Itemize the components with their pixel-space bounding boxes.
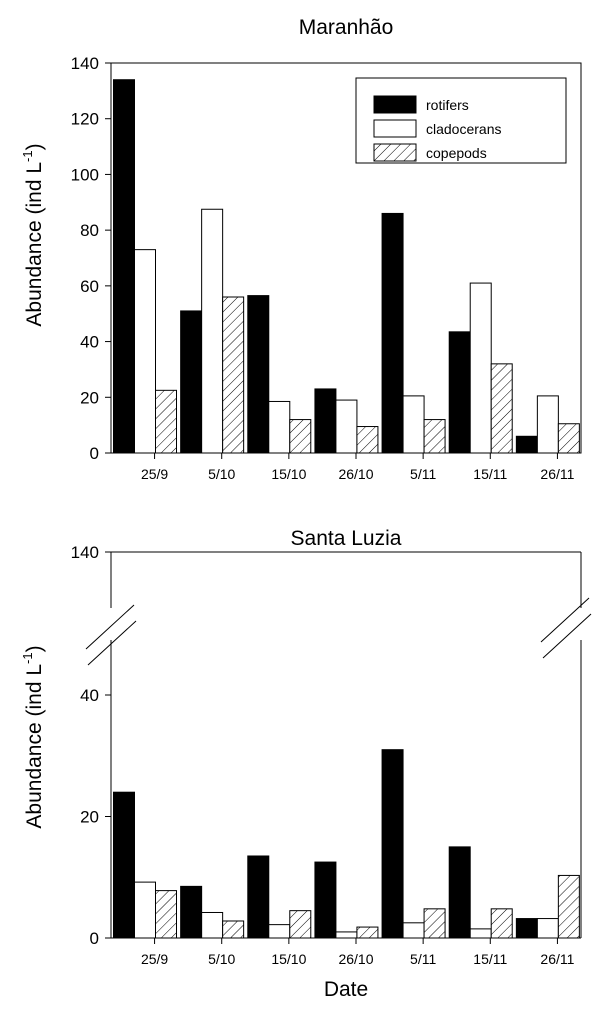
y-axis-label-text: Abundance (ind L — [23, 664, 46, 829]
y-tick-label: 40 — [80, 686, 99, 705]
legend-label-cladocerans: cladocerans — [426, 121, 502, 137]
bar-rotifers — [113, 791, 135, 939]
bar-copepods — [356, 926, 379, 939]
chart-maranhao: Maranhão Abundance (ind L-1) 0 20 40 60 80 10… — [20, 16, 582, 482]
bar-cladocerans — [335, 399, 358, 454]
y-tick-label: 0 — [90, 444, 99, 463]
x-tick-label: 5/10 — [208, 951, 235, 967]
chart-santa-luzia: Santa Luzia Abundance (ind L-1) 0 20 40 140… — [20, 527, 592, 1001]
bar-rotifers — [314, 861, 337, 939]
bar-copepods — [155, 389, 177, 454]
bar-copepods — [557, 423, 580, 454]
bar-cladocerans — [268, 924, 291, 939]
x-tick-label: 25/9 — [141, 951, 168, 967]
legend-label-copepods: copepods — [426, 145, 487, 161]
bar-cladocerans — [134, 881, 156, 939]
chart-title: Santa Luzia — [291, 527, 402, 550]
bar-copepods — [423, 419, 446, 454]
x-tick-label: 25/9 — [141, 466, 168, 482]
bar-copepods — [289, 419, 312, 454]
plot-frame — [110, 551, 582, 939]
bar-cladocerans — [268, 400, 291, 454]
bar-rotifers — [113, 79, 135, 454]
y-axis-label-superscript: -1 — [20, 652, 35, 664]
bar-rotifers — [247, 855, 270, 939]
bar-copepods — [356, 426, 379, 454]
bar-rotifers — [515, 435, 538, 454]
legend: rotifers cladocerans copepods — [355, 77, 567, 164]
bar-rotifers — [314, 388, 337, 454]
bar-cladocerans — [402, 922, 425, 939]
bar-copepods — [155, 890, 177, 939]
bar-rotifers — [381, 749, 404, 939]
bar-rotifers — [448, 331, 471, 454]
bar-cladocerans — [134, 249, 156, 454]
bar-rotifers — [448, 846, 471, 939]
bar-copepods — [222, 920, 245, 939]
bar-rotifers — [180, 885, 203, 939]
bar-copepods — [557, 874, 580, 939]
x-tick-label: 5/11 — [410, 466, 436, 482]
bar-rotifers — [381, 212, 404, 454]
y-axis-label-suffix: ) — [23, 645, 46, 652]
bar-cladocerans — [201, 208, 224, 454]
axis-break-left — [85, 604, 137, 666]
x-axis-label: Date — [324, 978, 368, 1001]
y-tick-label: 40 — [80, 333, 99, 352]
axis-break-right — [540, 597, 592, 659]
x-tick-label: 26/10 — [338, 951, 373, 967]
y-tick-label: 20 — [80, 388, 99, 407]
bar-cladocerans — [402, 395, 425, 454]
x-tick-label: 15/11 — [473, 951, 507, 967]
y-tick-label: 80 — [80, 221, 99, 240]
bar-cladocerans — [536, 918, 559, 939]
y-axis-label: Abundance (ind L-1) — [20, 645, 46, 828]
y-axis-label-suffix: ) — [23, 143, 46, 150]
y-tick-label: 140 — [71, 543, 99, 562]
y-axis-label: Abundance (ind L-1) — [20, 143, 46, 326]
svg-text:Abundance (ind L-1): Abundance (ind L-1) — [20, 143, 46, 326]
bar-cladocerans — [201, 911, 224, 939]
y-tick-label: 20 — [80, 808, 99, 827]
legend-swatch-rotifers — [373, 95, 417, 114]
chart-title: Maranhão — [299, 16, 394, 39]
svg-text:Abundance (ind L-1): Abundance (ind L-1) — [20, 645, 46, 828]
x-tick-label: 26/10 — [338, 466, 373, 482]
x-tick-label: 15/11 — [473, 466, 507, 482]
x-tick-label: 5/10 — [208, 466, 235, 482]
bar-copepods — [222, 296, 245, 454]
bar-cladocerans — [469, 928, 492, 939]
bar-copepods — [490, 363, 513, 454]
bar-copepods — [490, 908, 513, 939]
x-tick-label: 26/11 — [540, 466, 574, 482]
y-axis-label-superscript: -1 — [20, 150, 35, 162]
bar-rotifers — [515, 918, 538, 939]
y-tick-label: 120 — [71, 110, 99, 129]
legend-label-rotifers: rotifers — [426, 97, 469, 113]
x-tick-label: 15/10 — [271, 951, 306, 967]
bar-rotifers — [180, 310, 203, 454]
x-tick-label: 15/10 — [271, 466, 306, 482]
legend-swatch-cladocerans — [373, 119, 417, 138]
bar-cladocerans — [469, 282, 492, 454]
bar-cladocerans — [335, 931, 358, 939]
y-tick-label: 60 — [80, 277, 99, 296]
y-tick-label: 0 — [90, 929, 99, 948]
legend-frame — [355, 77, 567, 164]
bar-cladocerans — [536, 395, 559, 454]
x-tick-label: 5/11 — [410, 951, 436, 967]
y-tick-label: 100 — [71, 165, 99, 184]
bar-copepods — [423, 908, 446, 939]
y-tick-label: 140 — [71, 54, 99, 73]
x-tick-label: 26/11 — [540, 951, 574, 967]
y-axis-label-text: Abundance (ind L — [23, 162, 46, 327]
legend-swatch-copepods — [373, 143, 417, 162]
bar-copepods — [289, 910, 312, 939]
bar-rotifers — [247, 295, 270, 454]
